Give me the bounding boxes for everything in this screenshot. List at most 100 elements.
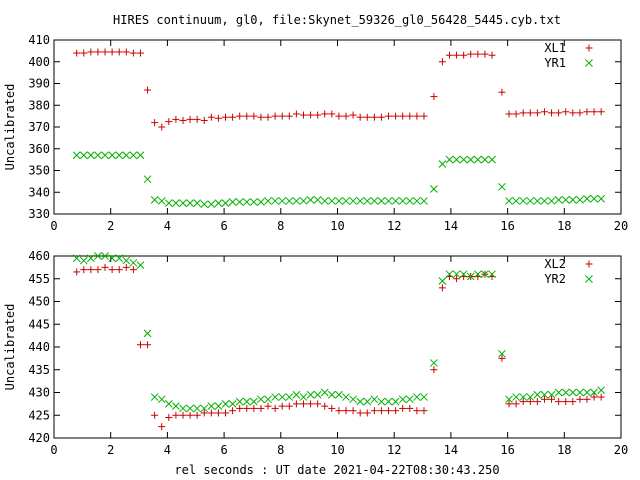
data-point-yr1: [384, 197, 393, 205]
data-point-xl2: [569, 398, 577, 406]
data-point-xl2: [548, 395, 556, 403]
data-point-yr2-d2: [136, 261, 145, 269]
data-point-yr1-d2: [278, 197, 287, 205]
data-point-yr2: [505, 395, 513, 404]
data-point-yr2: [473, 270, 482, 279]
y-tick-label: 425: [28, 408, 50, 422]
data-point-yr1: [519, 197, 528, 205]
data-point-yr2: [597, 386, 606, 395]
top-panel-x-ticks: 0 2 4 6 8 10 12 14 16 18 20: [50, 40, 628, 233]
data-point-yr2: [271, 393, 279, 401]
data-point-xl2: [420, 407, 428, 415]
data-point-xl1: [271, 112, 279, 120]
data-point-xl1: [328, 110, 336, 118]
data-point-xl2: [236, 404, 244, 412]
data-point-yr2-d2: [271, 393, 279, 401]
data-point-xl2: [399, 404, 407, 412]
data-point-yr2-d2: [164, 400, 173, 408]
data-point-yr2-d2: [583, 388, 591, 397]
data-point-yr2: [143, 329, 152, 338]
y-tick-label: 410: [28, 33, 50, 47]
y-tick-label: 360: [28, 142, 50, 156]
data-point-yr2: [122, 256, 131, 265]
data-point-yr2-d2: [452, 270, 461, 279]
data-point-yr2: [72, 254, 81, 263]
data-point-yr2-d2: [377, 397, 386, 406]
data-point-xl2: [292, 400, 300, 408]
data-point-yr1-d2: [327, 197, 336, 205]
bottom-panel-y-ticks: 420 425 430 435 440 445 450 455 460: [28, 249, 621, 445]
data-point-yr2-d2: [568, 388, 577, 397]
data-point-yr2-d2: [445, 270, 454, 279]
x-tick-label: 0: [50, 443, 57, 457]
data-point-yr1-d2: [398, 197, 407, 205]
data-point-xl2: [562, 398, 570, 406]
y-tick-label: 435: [28, 363, 50, 377]
top-panel: 0 2 4 6 8 10 12 14 16 18 20 330 340 350 360 370 380 390 4…: [3, 33, 628, 233]
data-point-yr2-d2: [292, 390, 301, 399]
data-point-yr1-d2: [136, 151, 145, 160]
data-point-yr1-d2: [214, 199, 223, 207]
data-point-yr1: [488, 155, 496, 164]
data-point-xl2: [193, 411, 201, 419]
y-tick-label: 445: [28, 317, 50, 331]
data-point-yr1: [561, 196, 570, 204]
data-point-xl2: [165, 414, 173, 422]
data-point-yr1: [327, 197, 336, 205]
data-point-yr1-d2: [349, 197, 357, 205]
data-point-xl2: [285, 402, 293, 410]
data-point-xl2: [576, 395, 584, 403]
data-point-xl1: [576, 109, 584, 117]
data-point-xl2: [392, 407, 400, 415]
data-point-xl2: [597, 393, 605, 401]
data-point-yr2: [420, 393, 428, 401]
data-point-yr2: [193, 404, 202, 413]
top-panel-points: [72, 48, 606, 209]
x-tick-label: 2: [107, 219, 114, 233]
data-point-yr1: [235, 198, 244, 206]
data-point-yr2-d2: [438, 277, 447, 285]
data-point-yr2-d2: [473, 270, 482, 279]
data-point-yr1-d2: [172, 199, 180, 207]
data-point-xl1: [583, 108, 591, 116]
data-point-yr1: [466, 155, 475, 164]
data-point-yr2: [214, 402, 223, 411]
data-point-yr2: [136, 261, 145, 269]
data-point-yr1: [505, 197, 513, 205]
data-point-yr2: [292, 390, 301, 399]
data-point-xl2: [179, 411, 187, 419]
data-point-yr2-d2: [398, 395, 407, 404]
data-point-yr1-d2: [299, 197, 308, 205]
legend-marker-yr1: [585, 59, 593, 67]
data-point-yr1-d2: [445, 155, 454, 164]
data-point-yr1: [250, 198, 258, 206]
data-point-yr2: [438, 277, 447, 285]
data-point-xl1: [292, 110, 300, 118]
data-point-xl1: [590, 108, 598, 116]
data-point-yr2-d2: [115, 254, 124, 263]
data-point-xl1: [540, 108, 548, 116]
x-tick-label: 8: [277, 443, 284, 457]
data-point-yr2-d2: [122, 256, 131, 265]
data-point-yr1-d2: [257, 198, 265, 206]
data-point-yr1-d2: [207, 200, 216, 209]
bottom-panel-y-axis-label: Uncalibrated: [3, 304, 17, 391]
data-point-yr1: [370, 197, 379, 205]
legend-marker-yr2-d2: [585, 275, 593, 283]
data-point-yr2-d2: [335, 390, 343, 399]
data-point-xl1: [349, 111, 357, 119]
data-point-yr1: [292, 197, 301, 205]
data-point-yr2-d2: [498, 349, 506, 358]
y-tick-label: 460: [28, 249, 50, 263]
data-point-yr2: [87, 254, 95, 263]
data-point-yr1: [576, 196, 584, 204]
data-point-yr2-d2: [143, 329, 152, 338]
data-point-yr2-d2: [519, 393, 528, 401]
data-point-yr2-d2: [285, 393, 294, 401]
x-tick-label: 10: [330, 443, 344, 457]
data-point-yr2: [391, 397, 400, 406]
data-point-yr1: [285, 197, 294, 205]
data-point-yr1: [481, 155, 489, 164]
legend-entry-xl1: XL1: [544, 41, 566, 55]
